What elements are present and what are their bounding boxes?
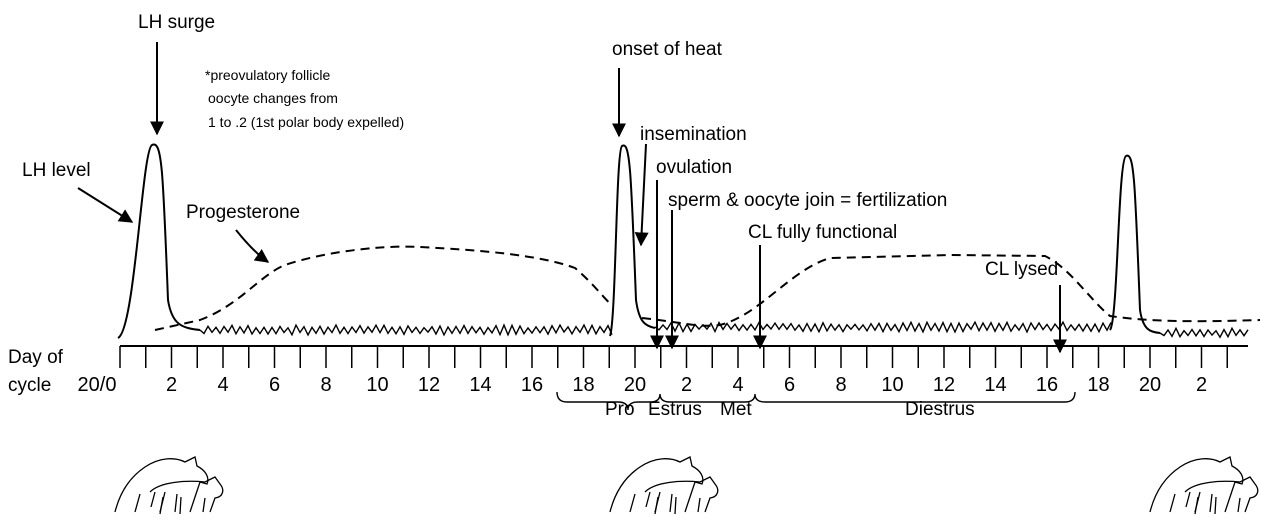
tick-label: 6 <box>269 374 280 396</box>
tick-label: 8 <box>835 374 846 396</box>
tick-label: 2 <box>1196 374 1207 396</box>
progesterone-curve <box>154 245 1261 331</box>
cow-icon <box>114 456 224 515</box>
note-line: oocyte changes from <box>208 90 338 106</box>
tick-label: 14 <box>984 374 1006 396</box>
label: sperm & oocyte join = fertilization <box>668 190 947 211</box>
note-line: 1 to .2 (1st polar body expelled) <box>208 114 404 130</box>
tick-label: 16 <box>521 374 543 396</box>
tick-label: 20 <box>624 374 646 396</box>
tick-label: 10 <box>366 374 388 396</box>
phase-brace <box>556 391 1076 411</box>
label: CL fully functional <box>748 222 897 243</box>
label: LH surge <box>138 12 215 33</box>
phase-label: Pro <box>605 399 635 420</box>
phase-label: Met <box>720 399 752 420</box>
phase-label: Diestrus <box>905 399 975 420</box>
tick-label: 2 <box>166 374 177 396</box>
arrow <box>77 187 134 223</box>
axis-title: cycle <box>8 375 51 396</box>
axis-title: Day of <box>8 347 64 368</box>
note-line: *preovulatory follicle <box>205 67 330 83</box>
arrow <box>634 143 649 247</box>
baseline-noise <box>199 320 1249 339</box>
label: onset of heat <box>612 39 723 60</box>
tick-label: 8 <box>320 374 331 396</box>
tick-label: 4 <box>217 374 228 396</box>
cow-icon <box>609 456 719 515</box>
tick-label: 2 <box>681 374 692 396</box>
annotations: LH surge LH level Progesterone onset of … <box>22 12 1058 280</box>
phases: Pro Estrus Met Diestrus <box>556 391 1076 420</box>
tick-label: 20 <box>1139 374 1161 396</box>
arrow <box>235 229 270 263</box>
label: ovulation <box>656 157 732 178</box>
arrows <box>77 42 1067 354</box>
tick-label: 16 <box>1036 374 1058 396</box>
phase-label: Estrus <box>648 399 702 420</box>
hormone-curves <box>117 143 1261 339</box>
cow-icon <box>1149 456 1259 515</box>
lh-peak <box>117 143 201 339</box>
tick-label: 12 <box>933 374 955 396</box>
tick-label: 6 <box>784 374 795 396</box>
label: Progesterone <box>186 202 300 223</box>
tick-label: 14 <box>469 374 491 396</box>
lh-peak <box>1109 154 1161 334</box>
tick-label: 4 <box>732 374 743 396</box>
tick-label: 10 <box>881 374 903 396</box>
label: CL lysed <box>985 259 1058 280</box>
tick-label: 20/0 <box>78 374 117 396</box>
tick-label: 12 <box>418 374 440 396</box>
tick-label: 18 <box>1087 374 1109 396</box>
day-axis: Day of cycle 20/0 2 4 6 8 10 12 14 16 18 20 2 4 6 8 10 1… <box>8 345 1248 396</box>
tick-label: 18 <box>572 374 594 396</box>
label: insemination <box>640 124 747 145</box>
label: LH level <box>22 160 91 181</box>
lh-peak <box>609 144 656 337</box>
